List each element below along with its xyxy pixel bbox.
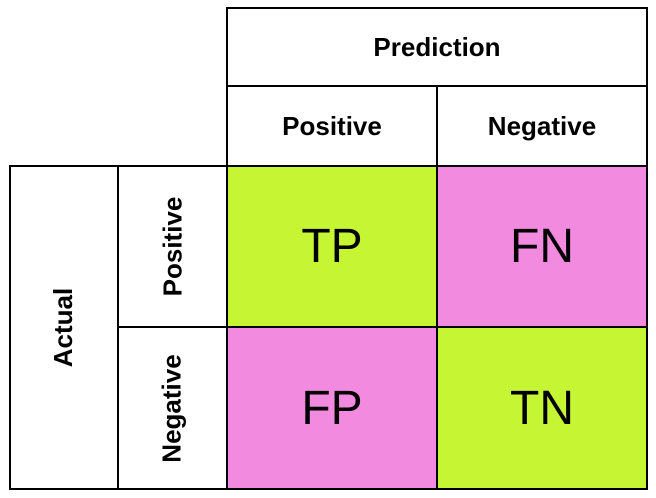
pred-negative-header: Negative	[436, 85, 648, 167]
false-positive-cell: FP	[226, 326, 438, 490]
pred-negative-label: Negative	[487, 110, 597, 141]
prediction-label: Prediction	[373, 31, 501, 62]
pred-positive-header: Positive	[226, 85, 438, 167]
fn-label: FN	[510, 220, 574, 273]
tp-label: TP	[301, 220, 363, 273]
actual-label: Actual	[48, 287, 79, 368]
false-negative-cell: FN	[436, 165, 648, 328]
pred-positive-label: Positive	[282, 110, 382, 141]
true-positive-cell: TP	[226, 165, 438, 328]
fp-label: FP	[301, 381, 363, 435]
act-positive-label: Positive	[157, 196, 187, 297]
act-negative-header: Negative	[117, 326, 228, 490]
act-negative-label: Negative	[157, 353, 188, 463]
tn-label: TN	[510, 381, 574, 435]
true-negative-cell: TN	[436, 326, 648, 490]
act-positive-header: Positive	[117, 165, 228, 328]
actual-header: Actual	[9, 165, 119, 490]
prediction-header: Prediction	[226, 7, 648, 87]
